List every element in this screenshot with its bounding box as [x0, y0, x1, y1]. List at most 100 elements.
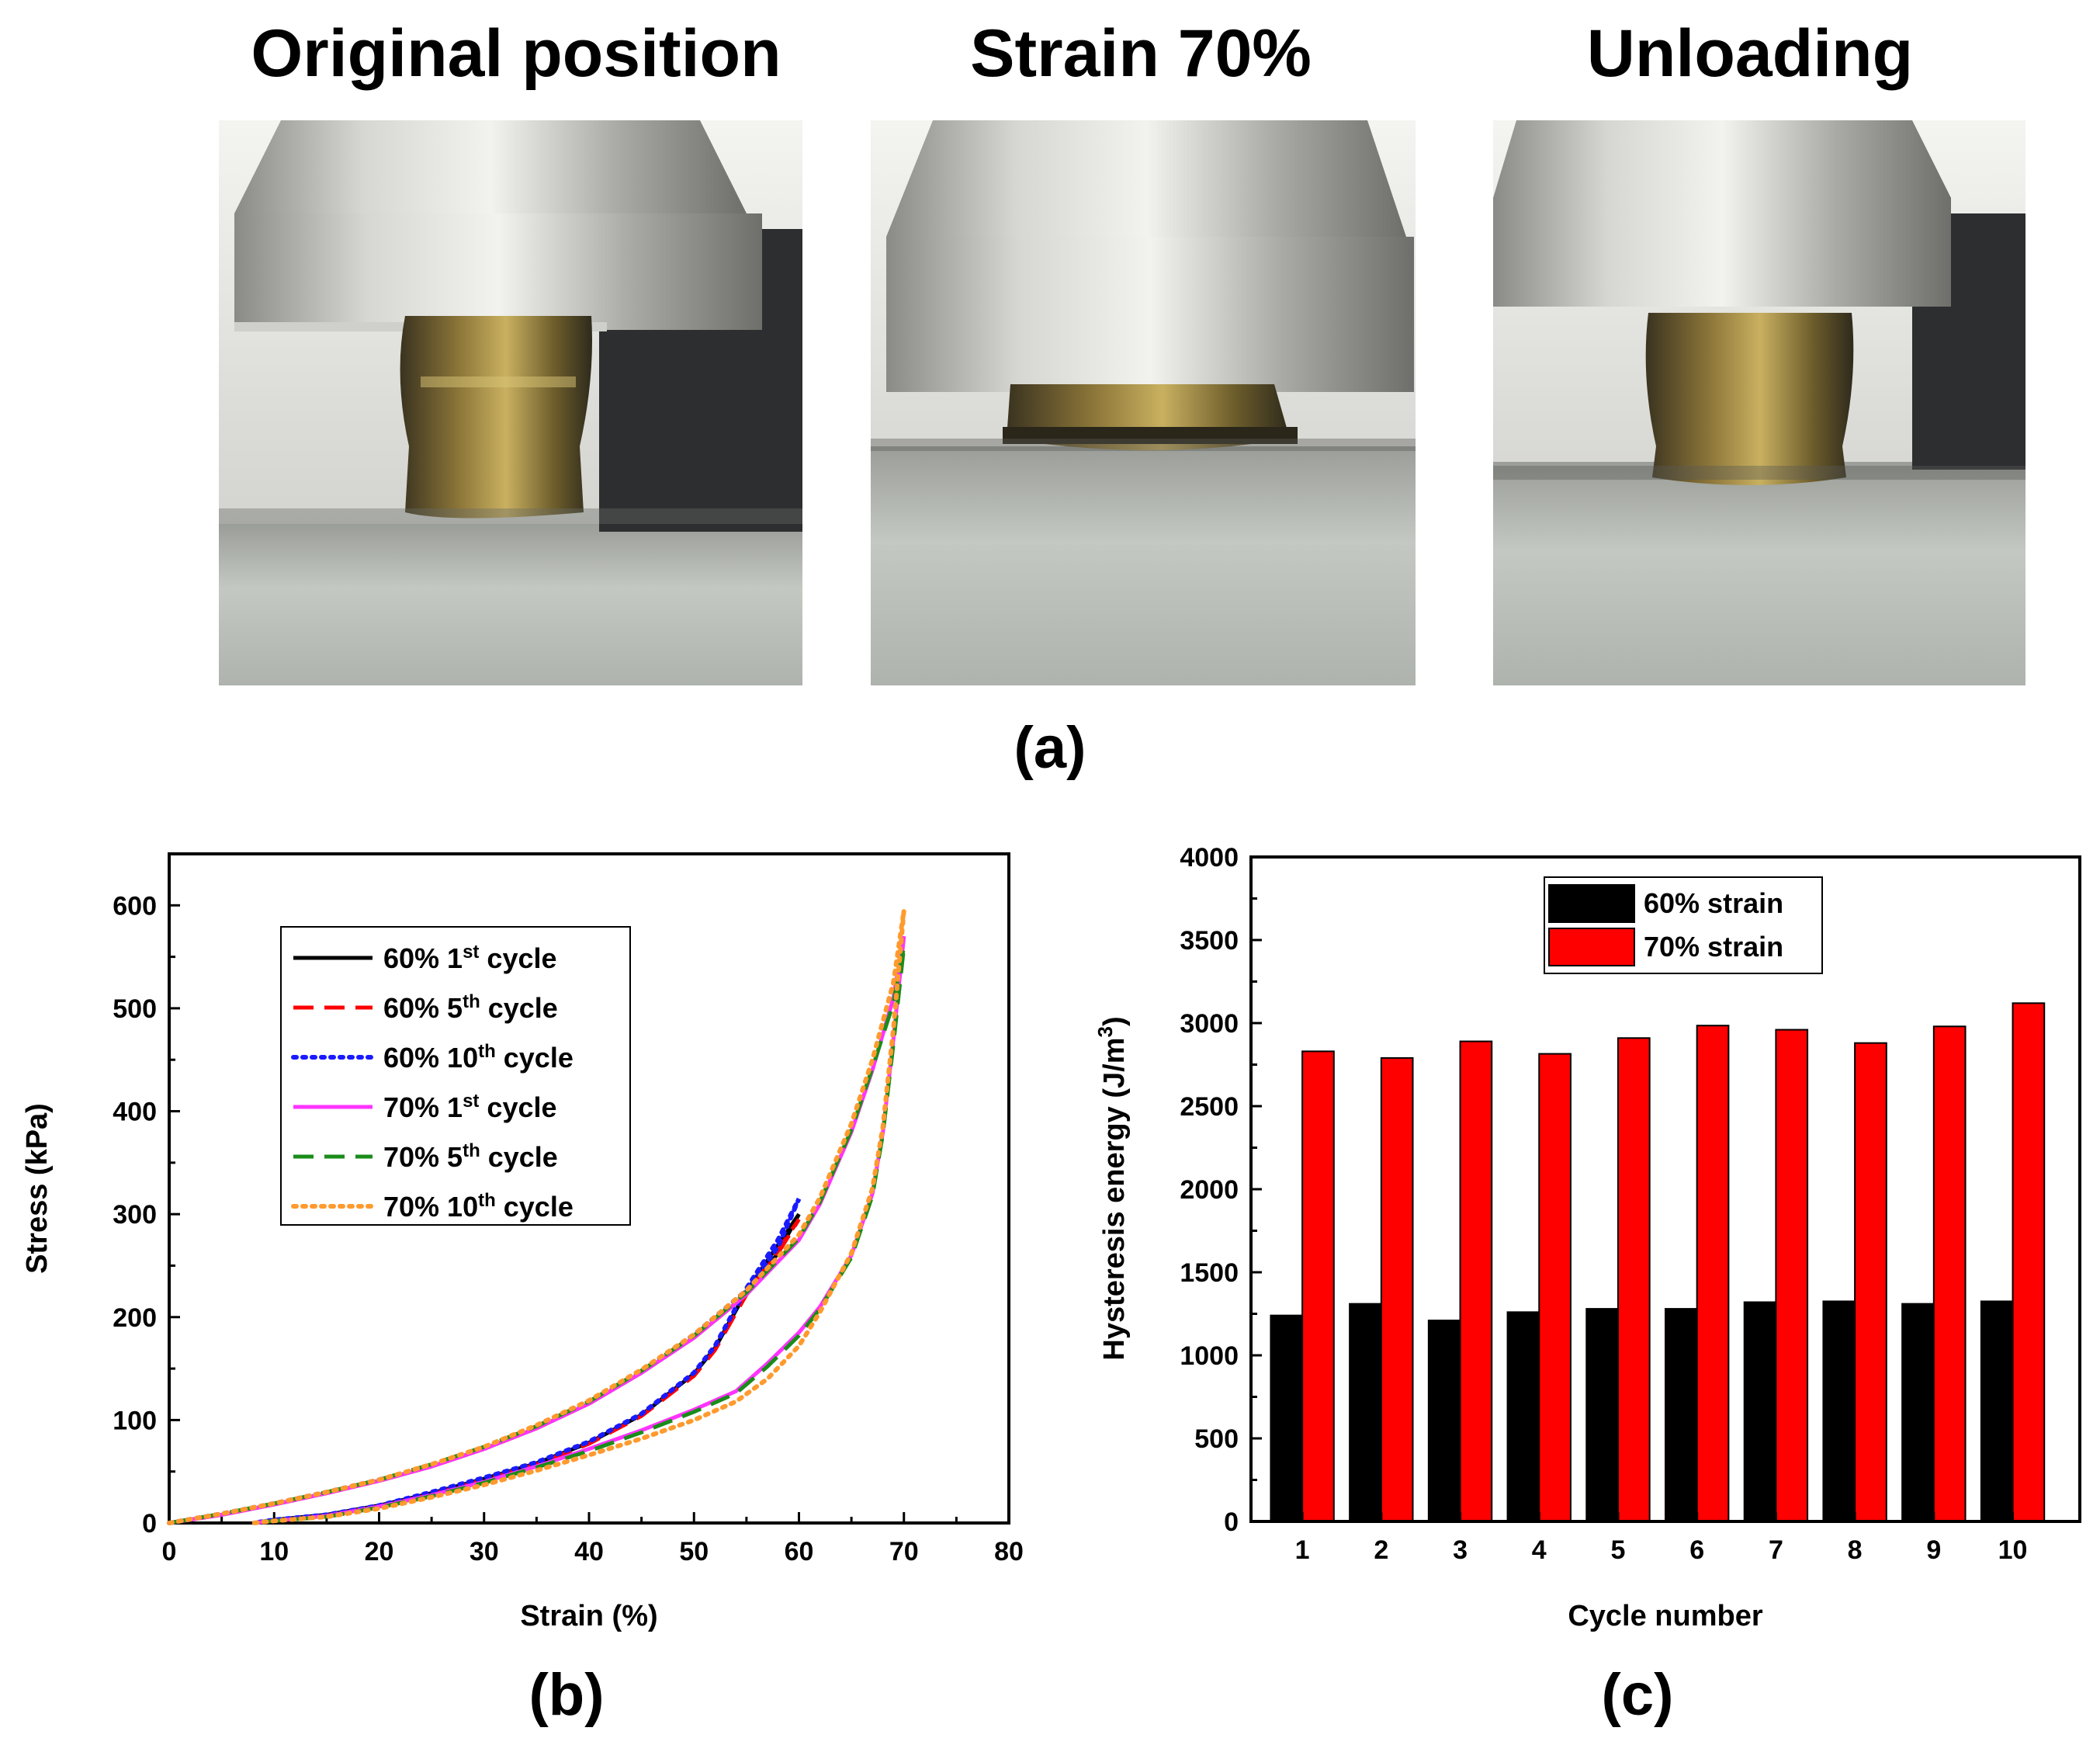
chart-c-xlabel: Cycle number — [1568, 1600, 1763, 1632]
chart-b-legend-label: 70% 1st cycle — [383, 1091, 557, 1124]
chart-c-bar-strain60 — [1822, 1300, 1856, 1522]
chart-c-ytick-label: 2000 — [1180, 1175, 1239, 1205]
legend-label-tail: cycle — [479, 1091, 556, 1123]
chart-c-bar-strain60 — [1980, 1300, 2014, 1522]
chart-c-xtick-label: 9 — [1926, 1535, 1941, 1565]
panel-c-label: (c) — [1601, 1662, 1674, 1728]
chart-c-legend-swatch — [1548, 884, 1635, 923]
chart-c-ylabel-main: Hysteresis energy (J/m — [1098, 1038, 1131, 1361]
chart-b-legend-label: 60% 5th cycle — [383, 991, 558, 1025]
chart-b-ytick-label: 0 — [142, 1509, 157, 1539]
panel-b-label: (b) — [528, 1662, 605, 1728]
chart-b-series-line-4 — [168, 935, 906, 1525]
chart-b-ytick-label: 500 — [113, 994, 157, 1024]
chart-b-series-line-3 — [167, 1197, 802, 1525]
chart-b-legend-box — [280, 926, 631, 1226]
chart-c-legend-label: 60% strain — [1644, 887, 1783, 919]
chart-c-bar-strain60 — [1349, 1303, 1382, 1523]
chart-c-ytick-label: 1000 — [1180, 1341, 1239, 1371]
chart-c-bar-strain70 — [1301, 1050, 1335, 1522]
legend-label-main: 60% 10 — [383, 1042, 478, 1074]
photo-original-position — [219, 120, 802, 685]
chart-c-ylabel-tail: ) — [1098, 1016, 1131, 1026]
chart-c-ytick-label: 4000 — [1180, 843, 1239, 872]
legend-label-main: 70% 5 — [383, 1141, 463, 1173]
chart-c-ytick-label: 0 — [1224, 1507, 1239, 1537]
legend-label-tail: cycle — [496, 1191, 574, 1223]
chart-b-legend-label: 60% 10th cycle — [383, 1041, 574, 1074]
chart-b-ytick-label: 100 — [113, 1406, 157, 1435]
legend-label-sup: th — [478, 1190, 496, 1211]
legend-label-sup: st — [463, 942, 479, 963]
chart-b-xtick-label: 20 — [365, 1537, 394, 1566]
legend-label-tail: cycle — [479, 942, 556, 974]
chart-b-legend-label: 60% 1st cycle — [383, 942, 557, 975]
chart-c-xtick-label: 1 — [1295, 1535, 1310, 1565]
chart-c-bar-strain70 — [1696, 1025, 1730, 1522]
legend-label-tail: cycle — [480, 992, 558, 1024]
chart-c-bar-strain60 — [1427, 1320, 1461, 1523]
chart-c-xtick-label: 3 — [1453, 1535, 1468, 1565]
chart-c-bar-strain70 — [2012, 1002, 2046, 1522]
legend-label-sup: st — [463, 1091, 479, 1112]
chart-b-xtick-label: 80 — [994, 1537, 1024, 1566]
chart-b-ytick-label: 300 — [113, 1200, 157, 1230]
legend-label-tail: cycle — [496, 1042, 574, 1074]
chart-c-xtick-label: 6 — [1689, 1535, 1704, 1565]
chart-c-xtick-label: 7 — [1769, 1535, 1783, 1565]
chart-c-bar-strain70 — [1459, 1040, 1493, 1523]
legend-label-main: 70% 1 — [383, 1091, 463, 1123]
chart-b-xtick-label: 60 — [785, 1537, 814, 1566]
chart-b-ytick-label: 600 — [113, 891, 157, 921]
chart-c-bar-strain70 — [1775, 1029, 1809, 1523]
chart-c-ytick-label: 3500 — [1180, 926, 1239, 956]
legend-label-sup: th — [463, 991, 480, 1012]
chart-c-frame — [1249, 855, 2081, 1523]
chart-b-xtick-label: 70 — [889, 1537, 919, 1566]
chart-b-xtick-label: 10 — [259, 1537, 289, 1566]
chart-c-bar-strain70 — [1538, 1053, 1572, 1522]
chart-c-xtick-label: 2 — [1374, 1535, 1388, 1565]
legend-label-sup: th — [478, 1041, 496, 1062]
chart-b-xtick-label: 0 — [162, 1537, 177, 1566]
chart-c-bar-strain70 — [1380, 1056, 1414, 1522]
chart-c-bar-strain70 — [1617, 1037, 1651, 1522]
chart-c-bar-strain60 — [1270, 1314, 1304, 1522]
chart-b-ytick-label: 200 — [113, 1303, 157, 1333]
photo-strain-70 — [871, 120, 1416, 685]
chart-c-bar-strain60 — [1901, 1303, 1935, 1523]
chart-b-xtick-label: 40 — [574, 1537, 604, 1566]
photo-title-unloading: Unloading — [1586, 16, 1914, 91]
photo-title-original: Original position — [251, 16, 781, 91]
chart-c-xtick-label: 4 — [1532, 1535, 1547, 1565]
chart-c-legend-box — [1544, 876, 1823, 974]
chart-b-xlabel: Strain (%) — [520, 1600, 657, 1632]
chart-c-bar-strain60 — [1506, 1311, 1540, 1522]
chart-c-bar-strain70 — [1854, 1042, 1887, 1523]
chart-c-bar-strain60 — [1743, 1301, 1777, 1523]
chart-c-bar-strain60 — [1665, 1308, 1698, 1522]
chart-b-series-line-1 — [168, 1212, 801, 1525]
chart-c-xtick-label: 8 — [1848, 1535, 1863, 1565]
chart-c-ytick-label: 3000 — [1180, 1009, 1239, 1039]
photo-unloading — [1493, 120, 2025, 685]
chart-b-series-line-6 — [167, 910, 906, 1525]
chart-b-ylabel: Stress (kPa) — [21, 1103, 54, 1274]
legend-label-sup: th — [463, 1140, 480, 1161]
chart-b-series-line-5 — [168, 945, 906, 1525]
legend-label-main: 60% 5 — [383, 992, 463, 1024]
chart-b-frame — [168, 852, 1010, 1525]
chart-c-ylabel: Hysteresis energy (J/m3) — [1093, 1016, 1131, 1360]
chart-b-series-line-2 — [168, 1218, 801, 1525]
chart-c-xtick-label: 10 — [1998, 1535, 2028, 1565]
chart-c-ytick-label: 1500 — [1180, 1258, 1239, 1288]
legend-label-main: 70% 10 — [383, 1191, 478, 1223]
legend-label-tail: cycle — [480, 1141, 558, 1173]
chart-b-legend-label: 70% 10th cycle — [383, 1190, 574, 1223]
panel-a-label: (a) — [1014, 715, 1086, 781]
chart-c-ytick-label: 500 — [1194, 1424, 1239, 1454]
chart-c-bar-strain70 — [1932, 1025, 1967, 1522]
chart-b-legend-label: 70% 5th cycle — [383, 1140, 558, 1174]
chart-b-ytick-label: 400 — [113, 1098, 157, 1127]
chart-b-xtick-label: 30 — [470, 1537, 499, 1566]
